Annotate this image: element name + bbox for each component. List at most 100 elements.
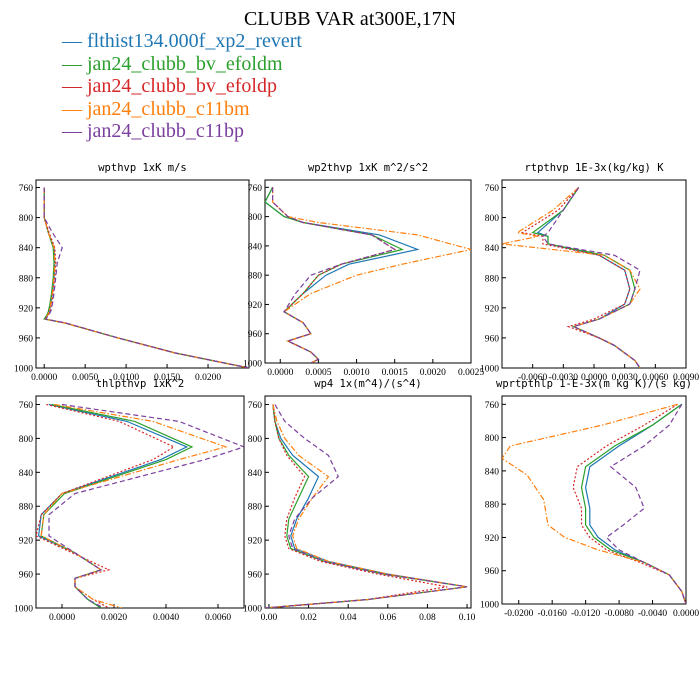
x-tick-label: -0.0160 xyxy=(538,609,568,619)
y-tick-label: 840 xyxy=(248,242,263,252)
legend-label: jan24_clubb_bv_efoldp xyxy=(87,75,277,97)
series-line-3 xyxy=(40,403,228,608)
x-tick-label: -0.0060 xyxy=(518,373,548,383)
series-line-1 xyxy=(265,404,468,608)
series-line-2 xyxy=(520,187,641,368)
y-tick-label: 800 xyxy=(485,214,500,224)
series-line-3 xyxy=(43,187,249,368)
y-tick-label: 840 xyxy=(485,467,500,477)
series-line-1 xyxy=(43,187,249,368)
x-tick-label: 0.0020 xyxy=(420,368,446,378)
y-tick-label: 920 xyxy=(485,304,500,314)
legend-label: jan24_clubb_c11bp xyxy=(87,120,245,142)
y-tick-label: 760 xyxy=(19,401,34,411)
figure-title: CLUBB VAR at300E,17N xyxy=(243,8,457,30)
y-tick-label: 880 xyxy=(248,272,263,282)
y-tick-label: 1000 xyxy=(480,601,499,611)
plot-frame xyxy=(35,395,245,609)
x-tick-label: 0.0040 xyxy=(153,613,179,623)
series-line-2 xyxy=(272,187,397,363)
series-line-2 xyxy=(36,403,176,608)
x-tick-label: -0.0040 xyxy=(638,609,668,619)
plot-frame xyxy=(501,395,687,605)
x-tick-label: -0.0120 xyxy=(571,609,601,619)
x-tick-label: 0.0000 xyxy=(581,373,607,383)
panel-title: wp2thvp 1xK m^2/s^2 xyxy=(308,162,428,174)
x-tick-label: -0.0030 xyxy=(549,373,579,383)
x-tick-label: 0.0100 xyxy=(113,373,139,383)
x-tick-label: 0.02 xyxy=(300,613,317,623)
x-tick-label: 0.10 xyxy=(459,613,476,623)
y-tick-label: 960 xyxy=(19,334,34,344)
y-tick-label: 1000 xyxy=(14,605,33,615)
panel-title: thlpthvp 1xK^2 xyxy=(96,378,185,390)
series-line-1 xyxy=(580,403,686,604)
y-tick-label: 880 xyxy=(485,274,500,284)
y-tick-label: 920 xyxy=(248,537,263,547)
series-line-3 xyxy=(502,187,641,368)
legend-item-1: — jan24_clubb_bv_efoldm xyxy=(62,53,302,76)
legend-item-4: — jan24_clubb_c11bp xyxy=(62,120,302,143)
y-tick-label: 760 xyxy=(485,184,500,194)
series-line-2 xyxy=(265,404,448,608)
x-tick-label: 0.06 xyxy=(379,613,396,623)
y-tick-label: 880 xyxy=(19,274,34,284)
legend-dash: — xyxy=(62,120,87,142)
y-tick-label: 1000 xyxy=(14,365,33,375)
series-line-3 xyxy=(502,403,686,604)
y-tick-label: 840 xyxy=(248,469,263,479)
x-tick-label: 0.0200 xyxy=(195,373,221,383)
y-tick-label: 800 xyxy=(485,434,500,444)
series-line-2 xyxy=(43,187,249,368)
x-tick-label: 0.0010 xyxy=(343,368,369,378)
panel-title: wpthvp 1xK m/s xyxy=(98,162,187,174)
y-tick-label: 1000 xyxy=(480,365,499,375)
x-tick-label: 0.0030 xyxy=(612,373,638,383)
y-tick-label: 920 xyxy=(19,537,34,547)
y-tick-label: 880 xyxy=(19,503,34,513)
y-tick-label: 960 xyxy=(19,571,34,581)
x-tick-label: 0.0000 xyxy=(31,373,57,383)
panel-0: wpthvp 1xK m/s76080084088092096010000.00… xyxy=(14,162,250,383)
y-tick-label: 760 xyxy=(485,401,500,411)
series-line-4 xyxy=(43,187,249,368)
series-line-4 xyxy=(265,404,468,608)
y-tick-label: 840 xyxy=(485,244,500,254)
x-tick-label: 0.0150 xyxy=(154,373,180,383)
x-tick-label: -0.0200 xyxy=(504,609,534,619)
y-tick-label: 880 xyxy=(248,503,263,513)
y-tick-label: 760 xyxy=(248,184,263,194)
legend-dash: — xyxy=(62,52,87,75)
x-tick-label: 0.00 xyxy=(261,613,278,623)
legend-dash: — xyxy=(62,97,87,120)
x-tick-label: 0.0000 xyxy=(673,609,699,619)
y-tick-label: 760 xyxy=(248,401,263,411)
y-tick-label: 800 xyxy=(19,435,34,445)
plot-frame xyxy=(264,179,472,364)
plot-frame xyxy=(501,179,687,369)
y-tick-label: 920 xyxy=(19,304,34,314)
y-tick-label: 760 xyxy=(19,184,34,194)
y-tick-label: 1000 xyxy=(243,360,262,370)
y-tick-label: 800 xyxy=(248,435,263,445)
y-tick-label: 960 xyxy=(248,330,263,340)
y-tick-label: 960 xyxy=(248,571,263,581)
x-tick-label: -0.0080 xyxy=(604,609,634,619)
x-tick-label: 0.0020 xyxy=(101,613,127,623)
y-tick-label: 840 xyxy=(19,469,34,479)
panel-4: wp4 1x(m^4)/(s^4)76080084088092096010000… xyxy=(243,378,476,623)
x-tick-label: 0.0000 xyxy=(49,613,75,623)
legend-item-2: — jan24_clubb_bv_efoldp xyxy=(62,75,302,98)
series-line-1 xyxy=(40,403,194,608)
x-tick-label: 0.0090 xyxy=(673,373,699,383)
plot-frame xyxy=(35,179,250,369)
y-tick-label: 920 xyxy=(485,534,500,544)
legend-dash: — xyxy=(62,30,87,52)
x-tick-label: 0.0060 xyxy=(642,373,668,383)
y-tick-label: 800 xyxy=(19,214,34,224)
y-tick-label: 960 xyxy=(485,567,500,577)
x-tick-label: 0.0060 xyxy=(205,613,231,623)
panel-5: wprtpthlp 1-E-3x(m kg K)/(s kg) 760 800 840… xyxy=(480,378,699,619)
series-line-3 xyxy=(272,187,471,363)
